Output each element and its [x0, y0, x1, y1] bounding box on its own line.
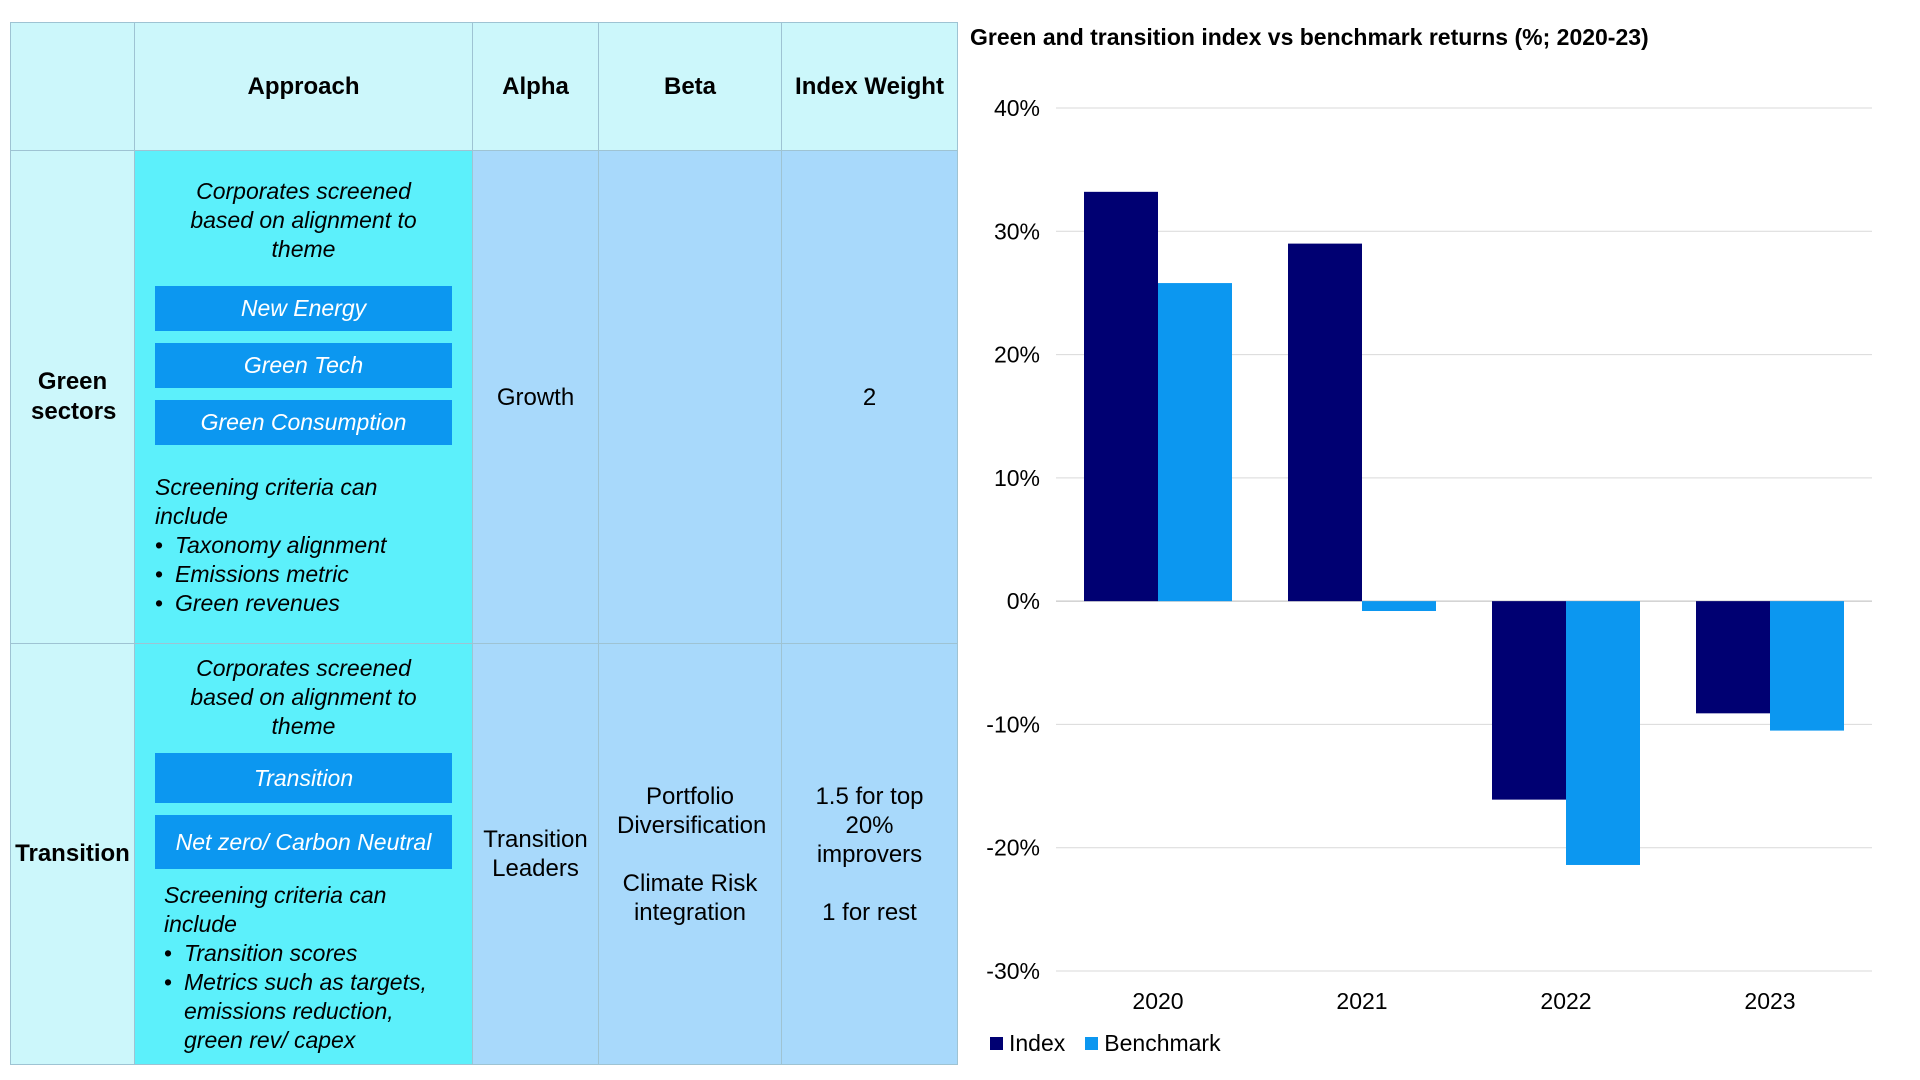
- y-tick-label: 40%: [994, 95, 1040, 121]
- theme-box-transition: Transition: [155, 752, 452, 803]
- approach-cell-green: Corporates screened based on alignment t…: [134, 150, 473, 644]
- beta-portfolio-diversification: Portfolio Diversification: [617, 782, 767, 839]
- criteria-item: Metrics such as targets, emissions reduc…: [164, 968, 452, 1055]
- approach-intro: Corporates screened based on alignment t…: [190, 177, 417, 262]
- chart-legend: Index Benchmark: [990, 1030, 1241, 1057]
- approach-cell-transition: Corporates screened based on alignment t…: [134, 643, 473, 1065]
- legend-label-benchmark: Benchmark: [1104, 1030, 1221, 1056]
- theme-box-green-consumption: Green Consumption: [155, 399, 452, 445]
- weight-top-improvers: 1.5 for top 20% improvers: [815, 782, 924, 868]
- bar-index-2020: [1084, 191, 1158, 602]
- header-index-weight: Index Weight: [781, 22, 958, 151]
- criteria-title: Screening criteria can include: [164, 881, 387, 937]
- strategy-table: Approach Alpha Beta Index Weight Green s…: [10, 22, 958, 1065]
- returns-bar-chart: 40% 30% 20% 10% 0% -10% -20% -30% 2020 2021 2022 20…: [986, 95, 1872, 1014]
- x-tick-label: 2023: [1744, 988, 1795, 1014]
- criteria-title: Screening criteria can include: [155, 473, 378, 529]
- row-label-green-sectors: Green sectors: [10, 150, 135, 644]
- bar-index-2022: [1492, 601, 1566, 800]
- bar-benchmark-2023: [1770, 601, 1844, 731]
- table-row-transition: Transition Corporates screened based on …: [10, 643, 958, 1065]
- legend-item-index: Index: [990, 1030, 1065, 1057]
- theme-box-new-energy: New Energy: [155, 285, 452, 331]
- chart-title: Green and transition index vs benchmark …: [970, 24, 1649, 50]
- y-tick-label: 20%: [994, 342, 1040, 368]
- bar-index-2021: [1288, 243, 1362, 602]
- legend-label-index: Index: [1009, 1030, 1066, 1056]
- y-tick-label: 0%: [1007, 588, 1040, 614]
- x-tick-label: 2022: [1540, 988, 1591, 1014]
- bar-benchmark-2022: [1566, 601, 1640, 865]
- theme-box-net-zero: Net zero/ Carbon Neutral: [155, 814, 452, 869]
- y-tick-label: 30%: [994, 218, 1040, 244]
- table-row-green-sectors: Green sectors Corporates screened based …: [10, 150, 958, 644]
- criteria-item: Taxonomy alignment: [155, 531, 452, 560]
- beta-cell-transition: Portfolio Diversification Climate Risk i…: [598, 643, 782, 1065]
- alpha-cell-transition: Transition Leaders: [472, 643, 599, 1065]
- header-beta: Beta: [598, 22, 782, 151]
- weight-cell-green: 2: [781, 150, 958, 644]
- criteria-item: Emissions metric: [155, 560, 452, 589]
- criteria-item: Green revenues: [155, 589, 452, 618]
- table-header-row: Approach Alpha Beta Index Weight: [10, 22, 958, 151]
- legend-swatch-benchmark: [1085, 1037, 1099, 1050]
- row-label-transition: Transition: [10, 643, 135, 1065]
- weight-rest: 1 for rest: [822, 898, 917, 926]
- x-tick-label: 2021: [1336, 988, 1387, 1014]
- y-tick-label: -20%: [986, 835, 1040, 861]
- theme-box-green-tech: Green Tech: [155, 342, 452, 388]
- approach-intro: Corporates screened based on alignment t…: [190, 654, 417, 739]
- legend-item-benchmark: Benchmark: [1085, 1030, 1221, 1057]
- criteria-item: Transition scores: [164, 939, 452, 968]
- weight-cell-transition: 1.5 for top 20% improvers 1 for rest: [781, 643, 958, 1065]
- y-tick-label: -10%: [986, 711, 1040, 737]
- bar-benchmark-2020: [1158, 283, 1232, 602]
- header-empty: [10, 22, 135, 151]
- y-tick-label: 10%: [994, 465, 1040, 491]
- bar-benchmark-2021: [1362, 601, 1436, 612]
- legend-swatch-index: [990, 1037, 1003, 1050]
- y-tick-label: -30%: [986, 958, 1040, 984]
- bar-index-2023: [1696, 601, 1770, 714]
- beta-cell-green: [598, 150, 782, 644]
- alpha-cell-green: Growth: [472, 150, 599, 644]
- header-approach: Approach: [134, 22, 473, 151]
- x-tick-label: 2020: [1132, 988, 1183, 1014]
- header-alpha: Alpha: [472, 22, 599, 151]
- beta-climate-risk: Climate Risk integration: [622, 869, 758, 926]
